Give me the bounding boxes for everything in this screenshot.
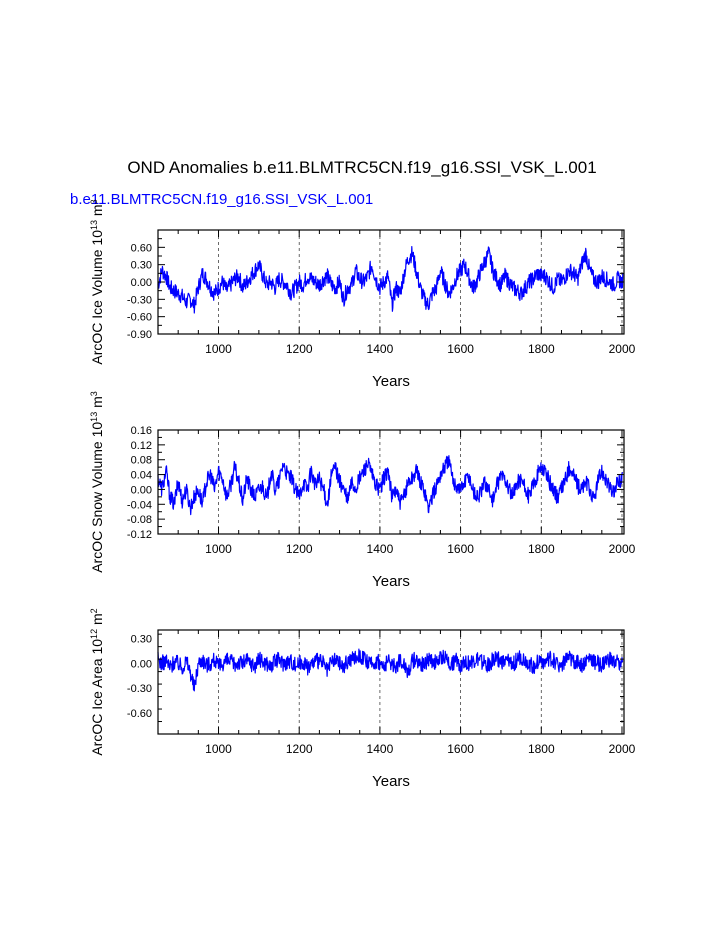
- case-label: b.e11.BLMTRC5CN.f19_g16.SSI_VSK_L.001: [70, 191, 373, 208]
- x-tick-label: 1800: [528, 742, 555, 756]
- x-axis-label: Years: [372, 773, 410, 790]
- x-tick-label: 1800: [528, 542, 555, 556]
- x-tick-label: 1200: [286, 342, 313, 356]
- y-tick-label: 0.00: [131, 277, 152, 289]
- x-tick-label: 1400: [367, 542, 394, 556]
- y-tick-label: 0.12: [131, 440, 152, 452]
- y-tick-label: 0.30: [131, 260, 152, 272]
- y-tick-label: -0.12: [127, 529, 152, 541]
- x-tick-label: 1600: [447, 742, 474, 756]
- plot-frame: [157, 629, 625, 735]
- x-tick-label: 2000: [609, 742, 636, 756]
- y-axis-label: ArcOC Snow Volume 1013 m3: [89, 391, 105, 573]
- chart-panel-1: 1000 1200 1400 1600 1800 2000 0.60 0.30 0.00 -0.3…: [89, 199, 636, 390]
- y-tick-label: -0.30: [127, 294, 152, 306]
- series-line: [157, 455, 624, 516]
- y-tick-label: 0.60: [131, 242, 152, 254]
- figure-title: OND Anomalies b.e11.BLMTRC5CN.f19_g16.SS…: [127, 158, 596, 177]
- x-axis-label: Years: [372, 373, 410, 390]
- y-axis-label: ArcOC Ice Area 1012 m2: [89, 608, 105, 755]
- y-tick-label: -0.30: [127, 683, 152, 695]
- x-tick-label: 1600: [447, 342, 474, 356]
- y-tick-label: -0.04: [127, 499, 152, 511]
- x-tick-label: 1000: [205, 542, 232, 556]
- series-line: [157, 648, 624, 692]
- y-tick-label: 0.08: [131, 455, 152, 467]
- y-tick-label: 0.16: [131, 425, 152, 437]
- x-tick-label: 2000: [609, 542, 636, 556]
- x-tick-label: 1200: [286, 742, 313, 756]
- y-tick-label: 0.04: [131, 470, 152, 482]
- y-tick-label: 0.30: [131, 633, 152, 645]
- y-axis-label: ArcOC Ice Volume 1013 m3: [89, 199, 105, 364]
- x-tick-label: 1000: [205, 342, 232, 356]
- x-tick-label: 1400: [367, 742, 394, 756]
- x-tick-label: 1600: [447, 542, 474, 556]
- x-axis-label: Years: [372, 573, 410, 590]
- series-line: [157, 246, 624, 314]
- chart-panel-3: 1000 1200 1400 1600 1800 2000 0.30 0.00 -0.30 -0.…: [89, 608, 636, 790]
- x-tick-label: 1800: [528, 342, 555, 356]
- y-tick-label: -0.60: [127, 708, 152, 720]
- x-tick-label: 2000: [609, 342, 636, 356]
- x-tick-label: 1000: [205, 742, 232, 756]
- y-tick-label: -0.60: [127, 312, 152, 324]
- chart-panel-2: 1000 1200 1400 1600 1800 2000 0.16 0.12 0.08 0.04…: [89, 391, 636, 590]
- x-tick-label: 1400: [367, 342, 394, 356]
- y-tick-label: 0.00: [131, 484, 152, 496]
- y-tick-label: -0.90: [127, 329, 152, 341]
- y-tick-label: -0.08: [127, 514, 152, 526]
- x-tick-label: 1200: [286, 542, 313, 556]
- y-tick-label: 0.00: [131, 658, 152, 670]
